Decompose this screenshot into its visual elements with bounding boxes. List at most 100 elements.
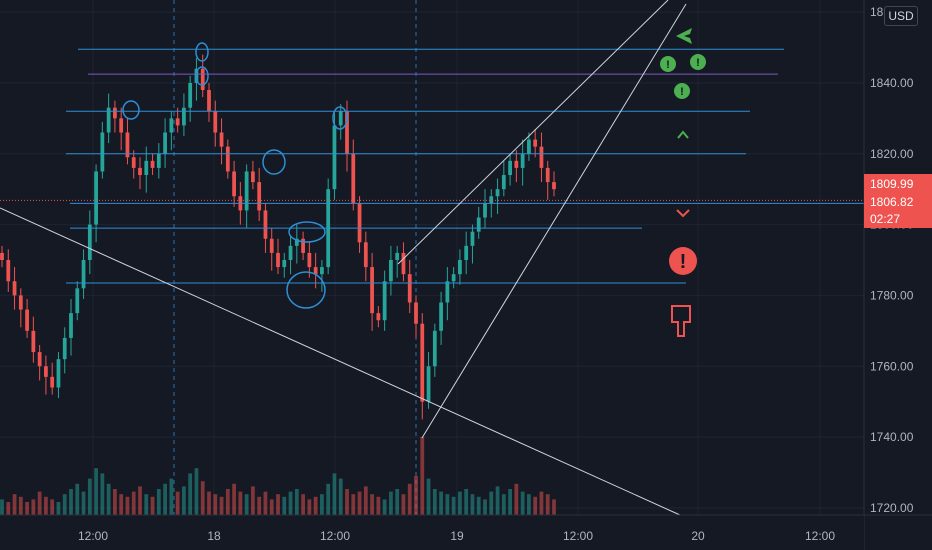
volume-bar [370,494,374,515]
volume-bar [119,494,124,515]
volume-bar [188,473,193,515]
volume-bar [144,494,149,515]
trend-line-wedge-lower [421,3,687,439]
volume-bar [44,496,48,515]
candle-body [219,132,224,147]
volume-bar [282,496,287,515]
candle-body [445,281,450,303]
bid-price-tag: 1806.82 02:27 [864,194,932,228]
alert-circle-icon [669,247,697,275]
trend-line-wedge-upper [397,0,669,265]
volume-bar [138,486,142,515]
candle-body [225,146,230,172]
candle-body [527,139,531,154]
candle-body [545,167,550,183]
candle-body [81,260,86,289]
candle-body [501,175,506,190]
volume-bar [376,496,381,515]
candle-body [414,302,418,324]
volume-bar [269,499,274,515]
candle-body [476,217,481,232]
candle-body [489,196,494,204]
volume-bar [470,494,475,515]
volume-bar [351,494,356,515]
candle-body [188,82,193,108]
volume-bar [382,499,387,515]
volume-bar [244,494,249,515]
candle-body [37,352,42,367]
candle-body [0,252,4,260]
volume-bar [501,494,506,515]
circle-marker [332,106,348,130]
candle-body [432,330,437,367]
candle-body [338,111,343,126]
candle-body [439,302,443,331]
candle-body [420,323,425,402]
volume-bar [238,491,243,515]
y-tick-label: 1740.00 [870,430,914,444]
volume-bar [527,494,531,515]
candle-body [470,231,475,246]
candle-body [332,125,337,190]
candle-body [294,238,299,246]
y-tick-label: 1820.00 [870,147,914,161]
candle-body [56,359,61,388]
volume-bar [495,486,500,515]
candle-body [100,132,105,172]
volume-bar [432,489,437,515]
volume-bar [345,489,349,515]
x-tick-label: 18 [207,529,221,543]
volume-bar [207,491,211,515]
volume-bar [363,486,368,515]
x-tick-label: 12:00 [563,529,593,543]
candle-body [451,274,456,282]
candle-body [426,366,431,402]
candle-body [533,139,538,147]
circle-marker [122,100,140,120]
candle-body [357,203,362,243]
candle-body [31,330,36,353]
volume-bar [489,491,494,515]
circle-marker [195,66,209,86]
volume-bar [395,489,400,515]
volume-bar [307,499,312,515]
time-axis [0,515,864,550]
candle-body [495,189,500,197]
trend-line-descending [0,207,681,516]
currency-selector[interactable]: USD [884,6,918,26]
volume-bar [276,494,280,515]
candle-body [483,203,487,218]
x-tick-label: 12:00 [805,529,835,543]
candle-body [113,107,117,119]
volume-bar [175,491,180,515]
candle-body [207,90,211,112]
volume-bar [163,483,167,515]
volume-bar [232,483,236,515]
volume-bar [508,489,512,515]
volume-bar [81,491,86,515]
volume-bar [194,468,199,515]
candle-body [458,260,462,275]
volume-bar [113,489,117,515]
volume-bar [401,494,406,515]
volume-bar [182,486,186,515]
alert-circle-mark: ! [680,251,687,273]
candle-body [263,210,268,239]
candle-body [269,238,274,253]
volume-bar [414,476,418,515]
volume-bar [483,499,487,515]
candle-body [106,107,111,133]
volume-bar [125,496,130,515]
candle-body [407,274,412,303]
candle-body [25,309,29,331]
candle-body [251,171,255,183]
bid-price-label: 1806.82 [870,195,914,209]
volume-bar [389,491,393,515]
last-price-tag: 1809.99 [864,174,932,194]
volume-bar [257,496,262,515]
candle-body [257,182,262,211]
volume-bar [520,491,525,515]
candle-body [514,160,519,168]
